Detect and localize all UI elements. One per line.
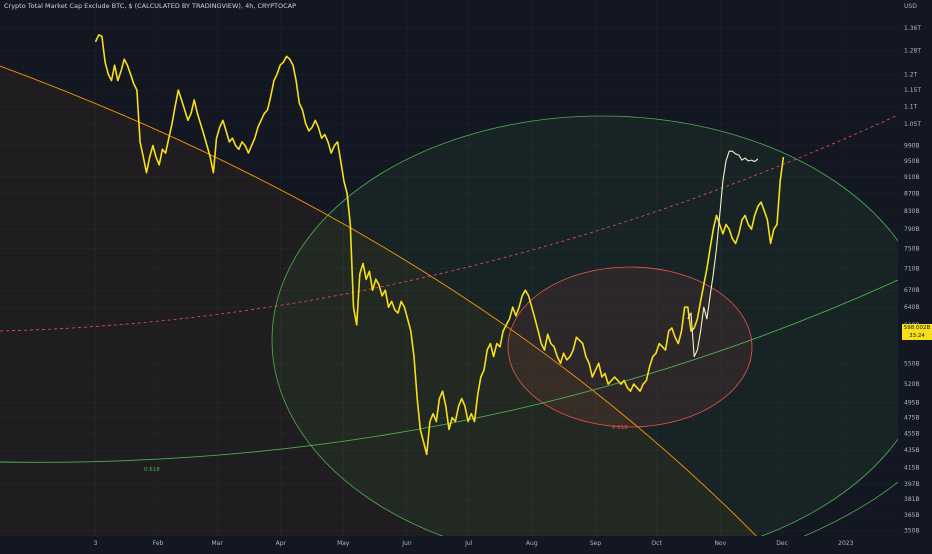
y-tick-label: 415B (904, 465, 920, 472)
y-tick-label: 710B (904, 266, 920, 273)
y-tick-label: 830B (904, 208, 920, 215)
y-tick-label: 1.05T (904, 121, 921, 128)
price-series (94, 34, 785, 456)
x-tick-label: 2023 (838, 540, 853, 547)
bar-countdown: 33:24 (909, 333, 925, 340)
x-axis-ticks: 3 Feb Mar Apr May Jun Jul Aug Sep Oct Nov Dec 2023 (94, 540, 854, 547)
x-axis-panel[interactable] (0, 536, 932, 550)
x-tick-label: Sep (590, 540, 602, 547)
fib-red-dashed-arc (0, 114, 898, 332)
y-tick-label: 1.28T (904, 47, 921, 54)
y-tick-label: 670B (904, 287, 920, 294)
fib-green-small-arc (803, 481, 898, 536)
y-tick-label: 750B (904, 245, 920, 252)
fib-label-red: 0.618 (612, 425, 628, 431)
y-tick-label: 870B (904, 190, 920, 197)
y-tick-label: 495B (904, 399, 920, 406)
y-axis-unit: USD (904, 3, 917, 10)
x-tick-label: Feb (153, 540, 164, 547)
price-line (94, 34, 785, 456)
x-tick-label: Aug (526, 540, 538, 547)
x-tick-label: Nov (714, 540, 726, 547)
y-tick-label: 950B (904, 158, 920, 165)
y-tick-label: 435B (904, 447, 920, 454)
y-tick-label: 640B (904, 304, 920, 311)
y-tick-label: 790B (904, 226, 920, 233)
y-tick-label: 455B (904, 431, 920, 438)
y-tick-label: 990B (904, 143, 920, 150)
x-tick-label: 3 (94, 540, 98, 547)
x-tick-label: Mar (212, 540, 224, 547)
x-tick-label: Jul (464, 540, 473, 547)
x-tick-label: Oct (651, 540, 662, 547)
fib-red-arc (507, 266, 753, 428)
current-price-value: 598.002B (903, 325, 931, 332)
fib-orange-fill (0, 66, 757, 536)
chart-title: Crypto Total Market Cap Exclude BTC, $ (… (4, 2, 297, 10)
fib-orange-arc (0, 65, 757, 536)
fib-label-green: 0.618 (144, 467, 160, 473)
y-tick-label: 381B (904, 496, 920, 503)
y-tick-label: 910B (904, 174, 920, 181)
price-projection-line (687, 150, 759, 358)
y-tick-label: 365B (904, 512, 920, 519)
fib-green-lower-arc (0, 279, 898, 463)
y-tick-label: 475B (904, 415, 920, 422)
x-tick-label: May (337, 540, 350, 547)
y-tick-label: 1.2T (904, 71, 918, 78)
y-tick-label: 350B (904, 528, 920, 535)
y-tick-label: 1.15T (904, 87, 921, 94)
y-axis-panel[interactable] (898, 0, 932, 550)
y-tick-label: 550B (904, 360, 920, 367)
current-price-badge: 598.002B 33:24 (902, 324, 932, 341)
x-tick-label: Jun (401, 540, 412, 547)
y-tick-label: 1.1T (904, 104, 918, 111)
x-tick-label: Dec (776, 540, 788, 547)
grid-lines (0, 0, 898, 536)
x-tick-label: Apr (276, 540, 287, 547)
y-tick-label: 520B (904, 381, 920, 388)
y-tick-label: 1.36T (904, 25, 921, 32)
y-tick-label: 397B (904, 481, 920, 488)
y-axis-ticks: 1.36T 1.28T 1.2T 1.15T 1.1T 1.05T 990B 950B 910B… (904, 25, 921, 535)
